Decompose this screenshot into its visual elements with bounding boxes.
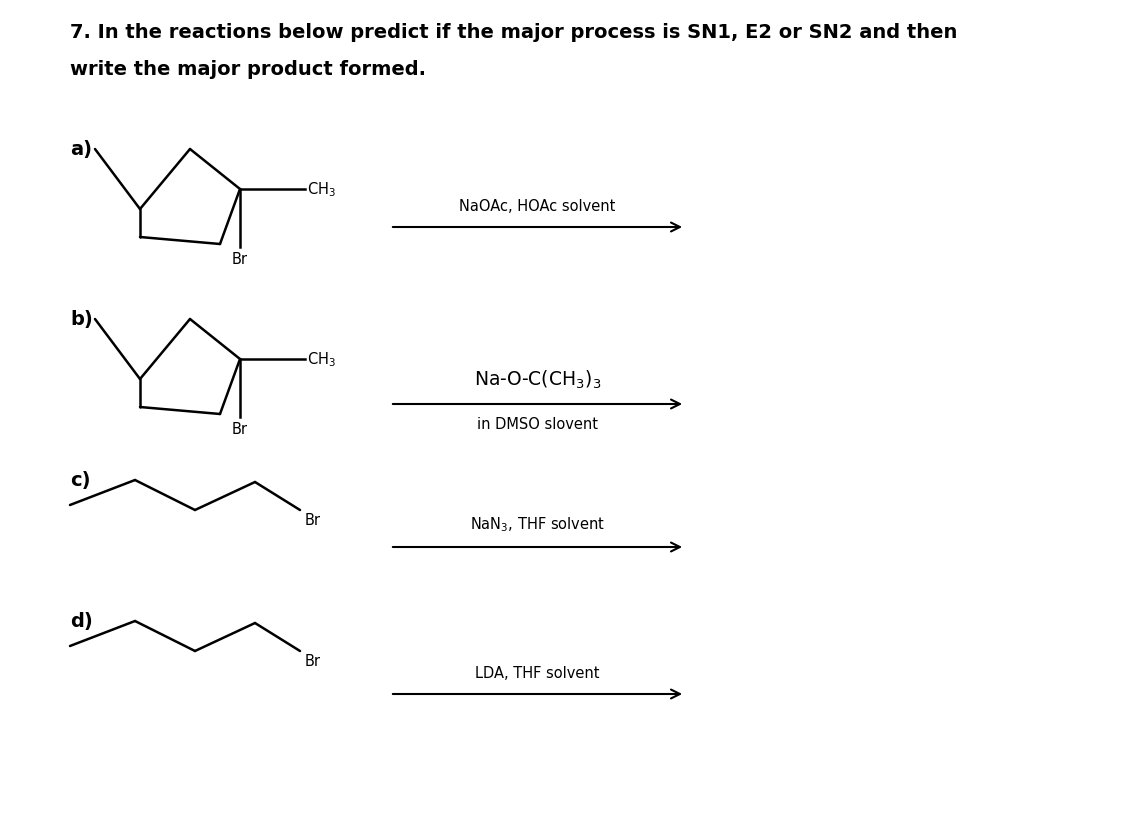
- Text: b): b): [71, 309, 93, 328]
- Text: LDA, THF solvent: LDA, THF solvent: [476, 665, 600, 680]
- Text: NaOAc, HOAc solvent: NaOAc, HOAc solvent: [460, 198, 616, 213]
- Text: d): d): [71, 611, 93, 630]
- Text: 7. In the reactions below predict if the major process is SN1, E2 or SN2 and the: 7. In the reactions below predict if the…: [71, 23, 957, 42]
- Text: write the major product formed.: write the major product formed.: [71, 60, 426, 79]
- Text: Br: Br: [305, 513, 321, 528]
- Text: Na-O-C(CH$_3$)$_3$: Na-O-C(CH$_3$)$_3$: [473, 368, 601, 390]
- Text: $\mathregular{CH_3}$: $\mathregular{CH_3}$: [307, 180, 336, 199]
- Text: NaN$_3$, THF solvent: NaN$_3$, THF solvent: [470, 514, 605, 533]
- Text: a): a): [71, 140, 92, 159]
- Text: Br: Br: [232, 422, 248, 437]
- Text: $\mathregular{CH_3}$: $\mathregular{CH_3}$: [307, 350, 336, 369]
- Text: c): c): [71, 471, 91, 490]
- Text: Br: Br: [305, 653, 321, 668]
- Text: in DMSO slovent: in DMSO slovent: [477, 417, 597, 432]
- Text: Br: Br: [232, 251, 248, 266]
